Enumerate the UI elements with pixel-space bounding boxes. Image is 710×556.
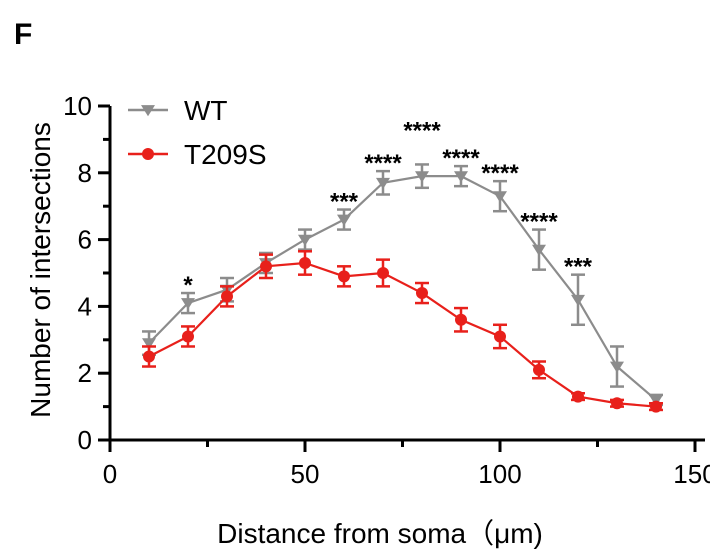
legend: WT T209S (128, 95, 267, 170)
data-point (455, 313, 467, 326)
x-tick-label: 150 (673, 459, 710, 489)
legend-marker (142, 148, 154, 160)
legend-item-t209s: T209S (128, 139, 267, 170)
data-point (337, 214, 351, 226)
significance-label: **** (364, 150, 402, 177)
y-axis-label: Number of intersections (25, 122, 56, 418)
data-point (142, 338, 156, 350)
x-tick-label: 0 (103, 459, 117, 489)
series-line (148, 261, 657, 408)
data-point (181, 298, 195, 310)
significance-label: **** (520, 209, 558, 236)
data-point (532, 244, 546, 256)
series-layer (142, 163, 663, 413)
legend-marker (141, 105, 155, 117)
data-point (454, 171, 468, 183)
data-point (376, 177, 390, 190)
significance-label: *** (330, 189, 359, 216)
significance-label: **** (403, 117, 441, 144)
y-tick-label: 6 (78, 225, 92, 255)
x-axis-label: Distance from soma（μm) (217, 518, 543, 549)
x-tick-label: 50 (291, 459, 320, 489)
series-t209s (142, 250, 663, 413)
significance-label: *** (564, 254, 593, 281)
data-point (650, 400, 662, 413)
y-tick-label: 8 (78, 158, 92, 188)
data-point (533, 363, 545, 376)
annotation-layer: *************************** (183, 117, 592, 299)
data-point (493, 191, 507, 203)
panel-letter: F (14, 18, 32, 51)
legend-item-wt: WT (128, 95, 228, 126)
y-tick-label: 4 (78, 291, 92, 321)
data-point (610, 361, 624, 373)
data-point (415, 171, 429, 183)
legend-label: T209S (184, 139, 267, 170)
data-point (571, 294, 585, 307)
x-tick-label: 100 (478, 459, 521, 489)
data-point (572, 390, 584, 403)
significance-label: * (183, 272, 193, 299)
y-tick-label: 0 (78, 425, 92, 455)
y-tick-label: 10 (63, 91, 92, 121)
data-point (182, 330, 194, 343)
significance-label: **** (481, 160, 519, 187)
legend-label: WT (184, 95, 228, 126)
significance-label: **** (442, 145, 480, 172)
data-point (299, 256, 311, 269)
data-point (494, 330, 506, 343)
data-point (377, 267, 389, 279)
data-point (338, 270, 350, 283)
data-point (221, 290, 233, 303)
data-point (416, 287, 428, 300)
data-point (298, 234, 312, 246)
y-tick-label: 2 (78, 358, 92, 388)
data-point (260, 260, 272, 273)
data-point (611, 397, 623, 410)
data-point (143, 350, 155, 363)
